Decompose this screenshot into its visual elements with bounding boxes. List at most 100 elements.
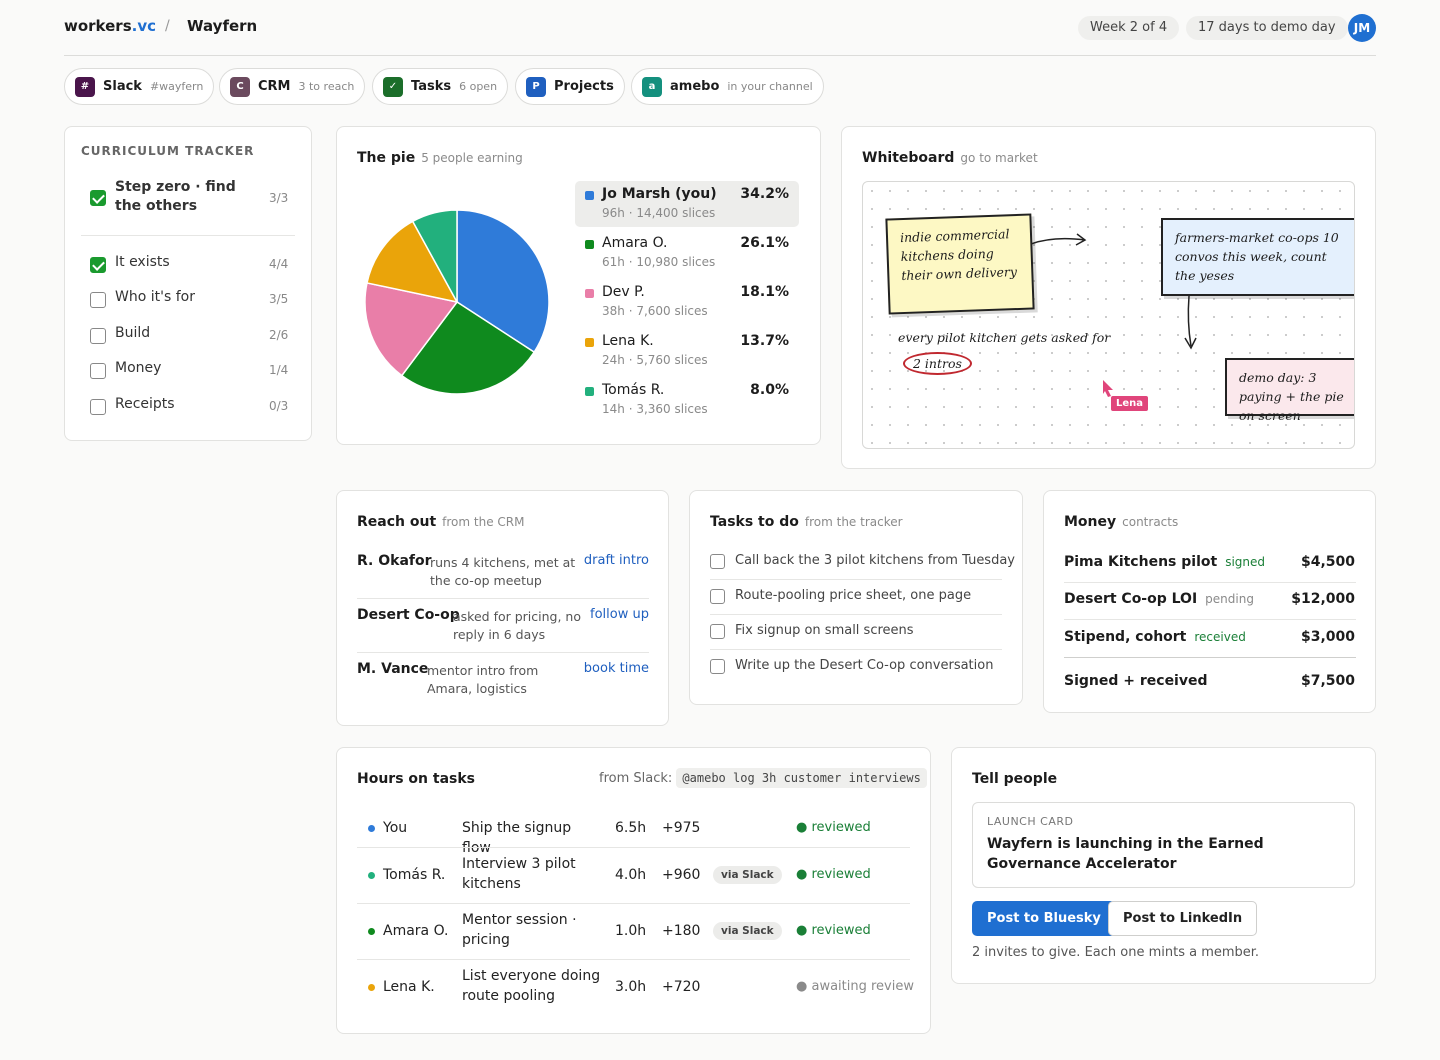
header-divider — [64, 55, 1376, 56]
contract-amount: $12,000 — [1291, 591, 1355, 607]
sticky-note-coops[interactable]: farmers-market co-ops 10 convos this wee… — [1161, 218, 1354, 296]
pie-slice-3[interactable] — [366, 220, 459, 304]
curriculum-item-count: 1/4 — [269, 363, 289, 377]
pie-legend-row[interactable]: Amara O. 61h · 10,980 slices 26.1% — [575, 230, 799, 276]
launch-card: LAUNCH CARD Wayfern is launching in the … — [972, 802, 1355, 888]
tool-crm[interactable]: C CRM 3 to reach — [219, 68, 366, 105]
cursor-icon — [1103, 380, 1113, 397]
contact-name: Desert Co-op — [357, 607, 460, 623]
legend-person-pct: 13.7% — [740, 333, 789, 349]
curriculum-item-label: Money — [115, 360, 162, 376]
hours-source: from Slack: @amebo log 3h customer inter… — [599, 768, 927, 788]
pie-slice-1[interactable] — [400, 300, 536, 395]
task-checkbox[interactable] — [710, 659, 725, 674]
hours-source-label: from Slack: — [599, 771, 673, 786]
task-checkbox[interactable] — [710, 624, 725, 639]
divider — [710, 614, 1002, 615]
legend-person-pct: 18.1% — [740, 284, 789, 300]
whiteboard-canvas[interactable]: indie commercial kitchens doing their ow… — [862, 181, 1355, 449]
tool-label: Slack — [103, 79, 142, 94]
contract-amount: $3,000 — [1300, 629, 1355, 645]
task-checkbox[interactable] — [710, 554, 725, 569]
pie-chart[interactable] — [357, 202, 557, 402]
tasks-subtitle: from the tracker — [804, 515, 903, 529]
contract-row: Stipend, cohort received — [1064, 629, 1246, 645]
brand-suffix: .vc — [131, 17, 157, 35]
brand-logo[interactable]: workers.vc — [64, 17, 156, 35]
contact-desc: runs 4 kitchens, met at the co-op meetup — [430, 555, 576, 588]
hours-person: Amara O. — [383, 923, 449, 939]
book-time-link[interactable]: book time — [583, 661, 649, 676]
curriculum-item-count: 2/6 — [269, 328, 289, 342]
reach-out-subtitle: from the CRM — [442, 515, 525, 529]
tell-people-title: Tell people — [972, 771, 1058, 787]
checkbox-checked[interactable] — [90, 257, 106, 273]
curriculum-tracker: CURRICULUM TRACKER Step zero · find the … — [64, 126, 312, 441]
status-awaiting-review: ● awaiting review — [796, 979, 914, 994]
tool-amebo[interactable]: a amebo in your channel — [631, 68, 824, 105]
invites-text: 2 invites to give. Each one mints a memb… — [972, 945, 1260, 960]
pie-slice-2[interactable] — [364, 282, 459, 377]
legend-person-meta: 24h · 5,760 slices — [602, 353, 708, 367]
crm-icon: C — [230, 76, 250, 97]
checkbox[interactable] — [90, 399, 106, 415]
hours-amount: 3.0h — [615, 979, 647, 995]
slack-command: @amebo log 3h customer interviews — [676, 768, 927, 788]
hours-card: Hours on tasks from Slack: @amebo log 3h… — [336, 747, 931, 1034]
tool-sublabel: 3 to reach — [298, 80, 355, 93]
person-dot — [368, 872, 375, 879]
task-checkbox[interactable] — [710, 589, 725, 604]
slack-icon: # — [75, 76, 95, 97]
tool-tasks[interactable]: ✓ Tasks 6 open — [372, 68, 509, 105]
checkbox[interactable] — [90, 292, 106, 308]
contract-status: pending — [1205, 592, 1254, 606]
divider — [1064, 619, 1356, 620]
pie-legend-row[interactable]: Jo Marsh (you) 96h · 14,400 slices 34.2% — [575, 181, 799, 227]
contact-name: R. Okafor — [357, 553, 432, 569]
avatar[interactable]: JM — [1348, 14, 1376, 42]
contract-name: Stipend, cohort — [1064, 629, 1187, 645]
via-slack-badge: via Slack — [713, 922, 782, 940]
tasks-title: Tasks to do from the tracker — [710, 514, 903, 530]
breadcrumb-separator: / — [165, 18, 170, 34]
status-reviewed: ● reviewed — [796, 867, 871, 882]
follow-up-link[interactable]: follow up — [590, 607, 649, 622]
sticky-note-demo-day[interactable]: demo day: 3 paying + the pie on screen — [1225, 358, 1354, 423]
hours-slices: +960 — [662, 867, 701, 883]
curriculum-item-count: 0/3 — [269, 399, 289, 413]
tool-label: Tasks — [411, 79, 452, 94]
post-to-linkedin-button[interactable]: Post to LinkedIn — [1108, 901, 1258, 936]
person-dot — [368, 928, 375, 935]
project-name[interactable]: Wayfern — [187, 17, 258, 35]
legend-person-name: Jo Marsh (you) — [602, 186, 717, 202]
curriculum-item-label: Who it's for — [115, 289, 195, 305]
person-dot — [368, 825, 375, 832]
hours-slices: +975 — [662, 820, 701, 836]
curriculum-item-label: Step zero · find the others — [115, 179, 236, 214]
contact-desc: asked for pricing, no reply in 6 days — [453, 609, 581, 642]
pie-title: The pie 5 people earning — [357, 150, 523, 166]
legend-swatch — [585, 191, 594, 200]
pie-card: The pie 5 people earning Jo Marsh (you) 96… — [336, 126, 821, 445]
scribble-text: every pilot kitchen gets asked for — [898, 330, 1111, 345]
draft-intro-link[interactable]: draft intro — [583, 553, 649, 568]
pie-legend-row[interactable]: Dev P. 38h · 7,600 slices 18.1% — [575, 279, 799, 325]
tool-projects[interactable]: P Projects — [515, 68, 625, 105]
contract-status: signed — [1225, 555, 1265, 569]
checkbox[interactable] — [90, 363, 106, 379]
pie-legend-row[interactable]: Tomás R. 14h · 3,360 slices 8.0% — [575, 377, 799, 423]
tool-slack[interactable]: # Slack #wayfern — [64, 68, 215, 105]
legend-person-meta: 14h · 3,360 slices — [602, 402, 708, 416]
pie-legend-row[interactable]: Lena K. 24h · 5,760 slices 13.7% — [575, 328, 799, 374]
checkbox-checked[interactable] — [90, 190, 106, 206]
curriculum-item-count: 3/5 — [269, 292, 289, 306]
reach-out-card: Reach out from the CRM R. Okafor runs 4 k… — [336, 490, 669, 726]
hours-task: List everyone doing route pooling — [462, 968, 601, 1004]
post-to-bluesky-button[interactable]: Post to Bluesky — [972, 901, 1116, 936]
hours-task: Ship the signup flow — [462, 820, 572, 856]
pie-slice-4[interactable] — [411, 209, 458, 303]
curriculum-item-label: Build — [115, 325, 151, 341]
projects-icon: P — [526, 76, 546, 97]
curriculum-item-count: 4/4 — [269, 257, 289, 271]
checkbox[interactable] — [90, 328, 106, 344]
